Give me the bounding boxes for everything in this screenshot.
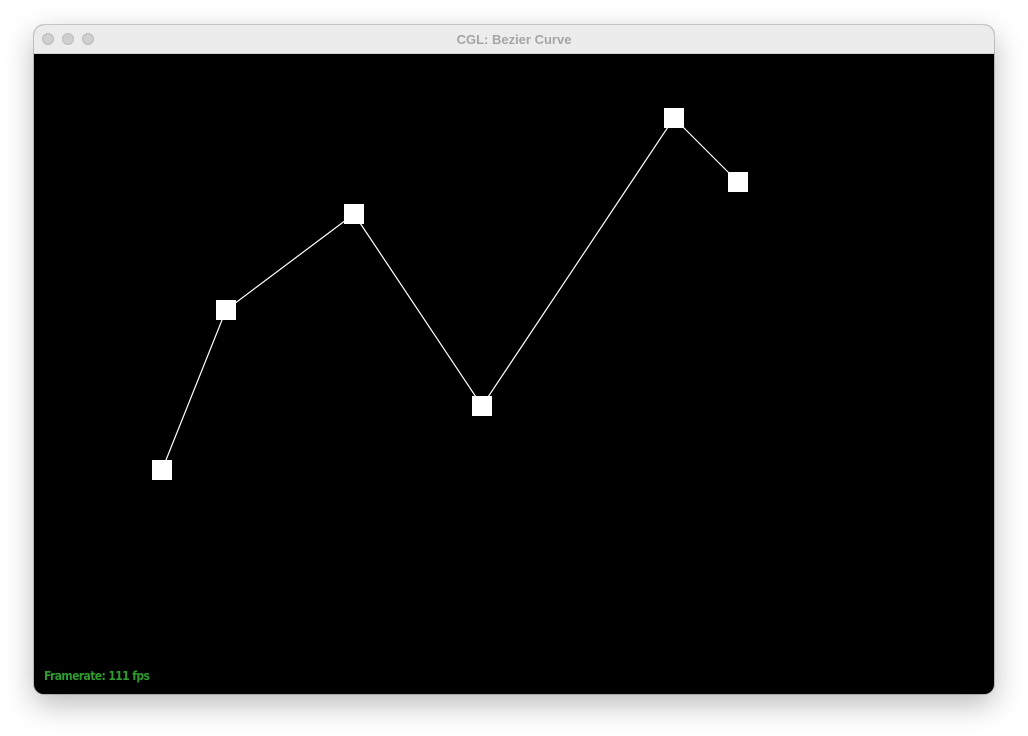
zoom-button[interactable] — [82, 33, 94, 45]
bezier-canvas-svg[interactable] — [34, 54, 994, 694]
window-title: CGL: Bezier Curve — [456, 32, 572, 47]
control-point-1[interactable] — [152, 460, 172, 480]
title-bar[interactable]: CGL: Bezier Curve — [34, 25, 994, 54]
close-button[interactable] — [42, 33, 54, 45]
minimize-button[interactable] — [62, 33, 74, 45]
render-canvas[interactable]: Framerate: 111 fps — [34, 54, 994, 694]
control-point-2[interactable] — [216, 300, 236, 320]
control-point-5[interactable] — [664, 108, 684, 128]
control-points[interactable] — [152, 108, 748, 480]
control-point-4[interactable] — [472, 396, 492, 416]
control-point-3[interactable] — [344, 204, 364, 224]
app-window: CGL: Bezier Curve Framerate: 111 fps — [34, 25, 994, 694]
control-point-6[interactable] — [728, 172, 748, 192]
framerate-label: Framerate: 111 fps — [44, 669, 150, 683]
control-polygon — [161, 117, 739, 471]
